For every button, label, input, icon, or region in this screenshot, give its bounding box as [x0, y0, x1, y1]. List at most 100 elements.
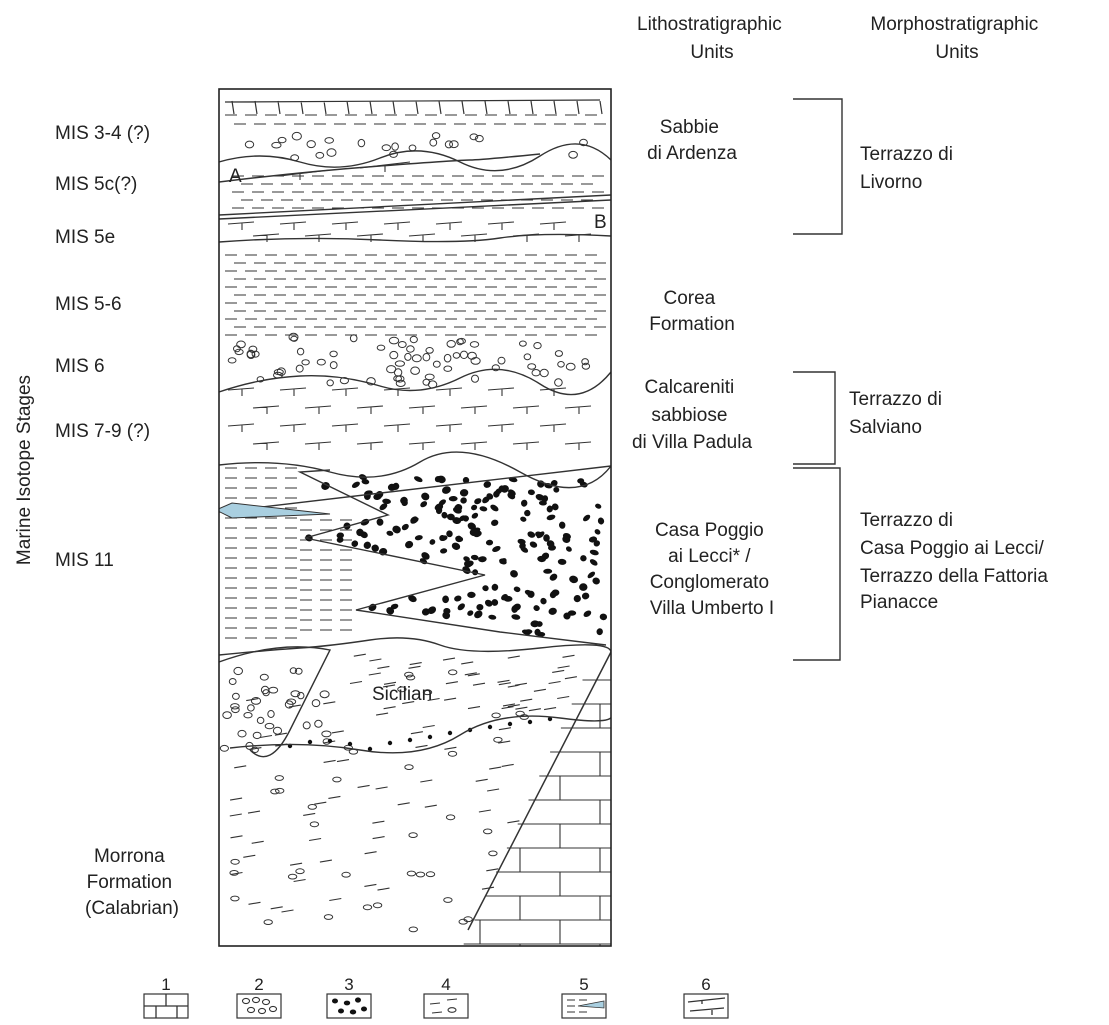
- closed-pebble: [467, 522, 476, 530]
- closed-pebble: [457, 603, 465, 611]
- morpho-salviano: Terrazzo di Salviano: [849, 389, 947, 438]
- closed-pebble: [390, 603, 399, 610]
- closed-pebble: [392, 525, 401, 534]
- open-pebble: [474, 134, 484, 143]
- closed-pebble: [421, 492, 430, 501]
- closed-pebble: [471, 512, 479, 519]
- legend-swatch-6-pattern: [687, 997, 726, 1015]
- open-pebble: [276, 367, 286, 377]
- open-pebble: [288, 332, 299, 342]
- open-pebble: [391, 142, 399, 151]
- stage-label: MIS 5e: [55, 227, 115, 248]
- sand-pebble: [341, 871, 351, 878]
- open-pebble: [443, 353, 452, 363]
- calc-marks: [227, 387, 592, 450]
- boundary: [229, 712, 611, 754]
- morpho-casa-poggio: Terrazzo di Casa Poggio ai Lecci/ Terraz…: [860, 510, 1053, 613]
- closed-pebble: [592, 577, 600, 585]
- open-pebble: [431, 132, 441, 140]
- open-pebble: [471, 374, 479, 383]
- closed-pebble: [546, 514, 556, 521]
- stage-label: MIS 7-9 (?): [55, 421, 150, 442]
- open-pebble: [381, 144, 391, 152]
- closed-pebble: [520, 516, 527, 522]
- open-pebble: [329, 350, 338, 358]
- open-pebble: [259, 673, 269, 681]
- closed-pebble: [484, 599, 493, 607]
- open-pebble: [233, 666, 243, 676]
- open-pebble: [459, 350, 469, 359]
- closed-pebble: [483, 481, 492, 488]
- open-pebble: [248, 345, 258, 353]
- closed-pebble: [467, 610, 474, 616]
- closed-pebble: [596, 628, 603, 636]
- open-pebble: [268, 686, 279, 694]
- closed-pebble: [379, 503, 388, 511]
- closed-pebble: [511, 614, 521, 620]
- closed-pebble: [454, 595, 462, 602]
- closed-pebble: [469, 528, 479, 537]
- open-pebble: [446, 340, 456, 348]
- closed-pebble: [490, 504, 499, 512]
- open-pebble: [301, 359, 310, 366]
- closed-pebble: [553, 486, 560, 493]
- open-pebble: [326, 379, 334, 387]
- closed-pebble: [443, 607, 451, 615]
- closed-pebble: [527, 489, 535, 496]
- fault-line: [467, 650, 611, 931]
- sand-pebble: [263, 919, 273, 925]
- closed-pebble: [549, 591, 557, 599]
- open-pebble: [469, 341, 480, 348]
- legend-swatch-4: [423, 993, 469, 1019]
- boundary: [219, 451, 611, 489]
- legend-number: 5: [579, 975, 588, 994]
- closed-pebble: [440, 535, 448, 541]
- closed-pebble: [462, 476, 470, 484]
- dot: [307, 739, 313, 745]
- closed-pebble: [373, 493, 382, 500]
- open-pebble: [256, 376, 265, 383]
- closed-pebble: [538, 500, 547, 506]
- open-pebble: [227, 357, 237, 364]
- boundary: [219, 465, 611, 513]
- open-pebble: [469, 133, 479, 141]
- open-pebble: [251, 350, 260, 358]
- open-pebble: [326, 148, 337, 157]
- legend-swatch-5-pattern: [567, 999, 605, 1013]
- sand-pebble: [443, 897, 453, 903]
- open-pebble: [219, 744, 229, 752]
- closed-pebble: [589, 559, 598, 566]
- closed-pebble: [386, 530, 394, 536]
- closed-pebble: [371, 544, 379, 552]
- closed-pebble: [356, 528, 364, 537]
- closed-pebble: [447, 513, 455, 521]
- closed-pebble: [581, 592, 590, 600]
- dot: [367, 746, 373, 752]
- closed-pebble: [529, 541, 538, 548]
- boundary: [297, 469, 607, 646]
- open-pebble: [565, 362, 576, 371]
- closed-pebble: [427, 606, 437, 614]
- open-pebble: [539, 368, 549, 378]
- closed-pebble: [589, 549, 599, 556]
- closed-pebble: [474, 610, 483, 619]
- open-pebble: [286, 698, 297, 705]
- open-pebble: [579, 138, 588, 147]
- closed-pebble: [421, 552, 430, 560]
- dash-rows: [300, 519, 352, 631]
- closed-pebble: [533, 605, 540, 612]
- closed-pebble: [562, 535, 571, 543]
- open-pebble: [244, 140, 255, 149]
- open-pebble: [247, 704, 255, 712]
- open-pebble: [389, 350, 399, 360]
- dash-rows: [225, 114, 606, 125]
- bracket-livorno: [793, 98, 843, 235]
- sand-dashes: [229, 653, 577, 913]
- closed-pebble: [441, 486, 451, 494]
- open-pebble: [533, 342, 542, 350]
- closed-pebble: [511, 605, 519, 613]
- closed-pebble: [408, 595, 417, 603]
- closed-pebble: [376, 518, 384, 526]
- open-pebble: [290, 690, 301, 698]
- sand-pebble: [493, 736, 503, 743]
